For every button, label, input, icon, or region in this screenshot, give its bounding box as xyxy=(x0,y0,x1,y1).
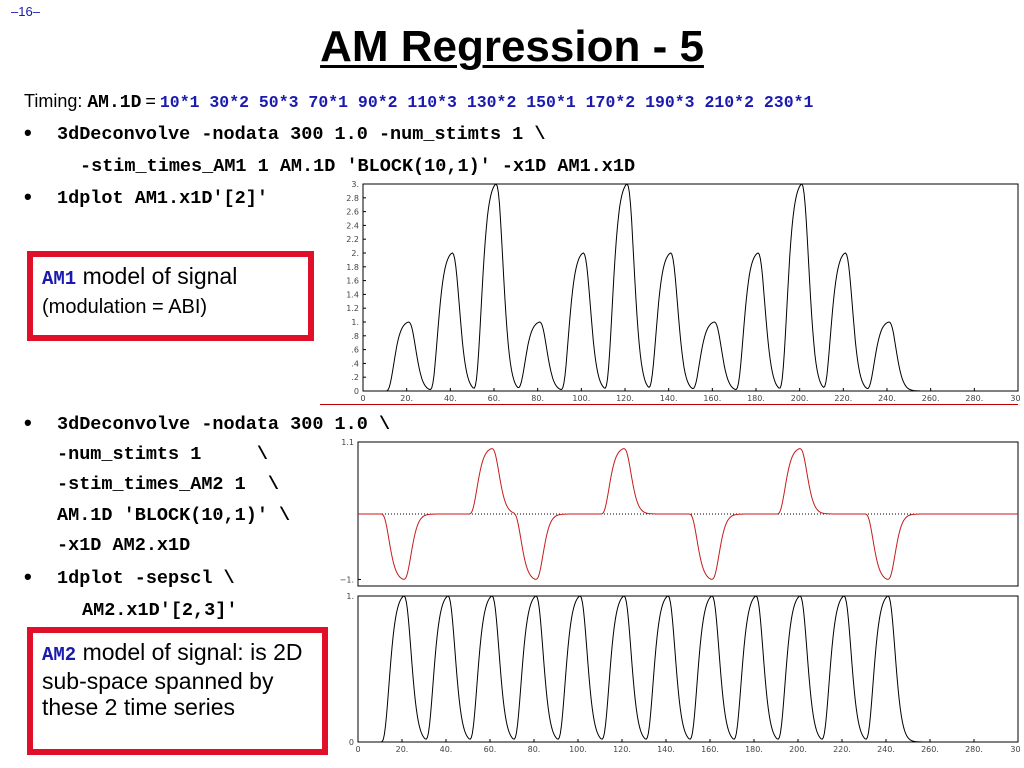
bullet-dot: • xyxy=(24,120,32,145)
am2-baseline-plot: 1. 00 20. 40. 60. 80. 100. 120. 140. 160. 180. 200.… xyxy=(346,592,1020,754)
x-tick-label: 160. xyxy=(703,394,721,403)
cmd4-line1: 1dplot -sepscl \ xyxy=(57,568,235,589)
y-tick-label: .8 xyxy=(351,332,359,341)
timing-label: Timing: xyxy=(24,91,83,111)
am1-series-line xyxy=(363,183,1018,392)
x-tick-label: 180. xyxy=(745,745,763,754)
x-tick-label: 280. xyxy=(965,745,983,754)
y-tick-label: 2.8 xyxy=(346,194,359,203)
x-tick-label: 140. xyxy=(660,394,678,403)
x-tick-label: 40. xyxy=(444,394,457,403)
x-tick-label: 120. xyxy=(613,745,631,754)
plot-frame xyxy=(362,183,1019,392)
x-tick-label: 60. xyxy=(484,745,497,754)
y-tick-label: 2.4 xyxy=(346,221,359,230)
cmd3-line4: AM.1D 'BLOCK(10,1)' \ xyxy=(57,505,291,526)
x-tick-label: 100. xyxy=(572,394,590,403)
x-tick-label: 300 xyxy=(1010,745,1020,754)
x-tick-label: 260. xyxy=(921,745,939,754)
y-tick-label: −1. xyxy=(340,575,354,584)
cmd3-line3: -stim_times_AM2 1 \ xyxy=(57,474,280,495)
y-tick-label: 2. xyxy=(351,249,359,258)
x-tick-label: 200. xyxy=(789,745,807,754)
am1-callout: AM1 model of signal (modulation = ABI) xyxy=(27,251,314,341)
y-tick-label: .6 xyxy=(351,346,359,355)
y-tick-label: 1.6 xyxy=(346,277,359,286)
x-tick-label: 0 xyxy=(355,745,360,754)
am1-regressor-plot: 0 .2 .4 .6 .8 1. 1.2 1.4 1.6 1.8 2. 2.2 2.4 2.6 2.8 3. 0… xyxy=(346,180,1020,403)
x-tick-label: 140. xyxy=(657,745,675,754)
x-tick-label: 280. xyxy=(965,394,983,403)
am2-keyword: AM2 xyxy=(42,644,77,666)
am1-keyword: AM1 xyxy=(42,268,77,290)
cmd1-line1: 3dDeconvolve -nodata 300 1.0 -num_stimts… xyxy=(57,124,546,145)
cmd3-line2: -num_stimts 1 \ xyxy=(57,444,268,465)
y-tick-label: 1.2 xyxy=(346,304,359,313)
y-tick-label: 1. xyxy=(346,592,354,601)
section-divider xyxy=(320,404,1018,405)
cmd3-line1: 3dDeconvolve -nodata 300 1.0 \ xyxy=(57,414,391,435)
x-tick-label: 80. xyxy=(528,745,541,754)
y-tick-label: 3. xyxy=(351,180,359,189)
x-tick-label: 160. xyxy=(701,745,719,754)
x-tick-label: 240. xyxy=(878,394,896,403)
am2-modulated-plot: 1.1 −1. xyxy=(340,438,1019,587)
am2-baseline-series-line xyxy=(358,595,1018,743)
x-tick-label: 240. xyxy=(877,745,895,754)
x-tick-label: 200. xyxy=(791,394,809,403)
am2-callout: AM2 model of signal: is 2D sub-space spa… xyxy=(27,627,328,755)
y-tick-label: .4 xyxy=(351,359,359,368)
x-tick-label: 60. xyxy=(488,394,501,403)
y-tick-label: 2.6 xyxy=(346,208,359,217)
y-tick-label: 1.4 xyxy=(346,290,359,299)
x-tick-label: 120. xyxy=(616,394,634,403)
am1-subtext: (modulation = ABI) xyxy=(42,296,208,318)
timing-values: 10*1 30*2 50*3 70*1 90*2 110*3 130*2 150… xyxy=(159,93,814,112)
y-tick-label: 0 xyxy=(354,387,359,396)
y-tick-label: .2 xyxy=(351,373,359,382)
bullet-dot: • xyxy=(24,564,32,589)
cmd4-line2: AM2.x1D'[2,3]' xyxy=(82,600,238,621)
cmd1-line2: -stim_times_AM1 1 AM.1D 'BLOCK(10,1)' -x… xyxy=(80,156,636,177)
x-tick-label: 300 xyxy=(1010,394,1020,403)
y-tick-label: 1. xyxy=(351,318,359,327)
bullet-dot: • xyxy=(24,410,32,435)
y-tick-label: 1.8 xyxy=(346,263,359,272)
x-tick-label: 20. xyxy=(396,745,409,754)
bullet-dot: • xyxy=(24,184,32,209)
y-tick-label: 1.1 xyxy=(341,438,354,447)
slide-title: AM Regression - 5 xyxy=(320,22,704,71)
x-tick-label: 260. xyxy=(922,394,940,403)
am2-text: model of signal: is 2D sub-space spanned… xyxy=(42,639,303,720)
x-tick-label: 0 xyxy=(360,394,365,403)
timing-line: Timing: AM.1D = 10*1 30*2 50*3 70*1 90*2 1… xyxy=(24,91,813,113)
x-tick-label: 220. xyxy=(833,745,851,754)
x-tick-label: 20. xyxy=(400,394,413,403)
x-tick-label: 80. xyxy=(531,394,544,403)
cmd3-line5: -x1D AM2.x1D xyxy=(57,535,191,556)
y-tick-label: 2.2 xyxy=(346,235,359,244)
timing-equals: = xyxy=(145,91,156,111)
x-tick-label: 180. xyxy=(747,394,765,403)
slide-number: –16– xyxy=(11,4,40,19)
x-tick-label: 40. xyxy=(440,745,453,754)
plot-frame xyxy=(357,595,1019,743)
am2-modulated-series-line xyxy=(358,448,1018,580)
x-tick-label: 220. xyxy=(834,394,852,403)
timing-file: AM.1D xyxy=(87,93,142,113)
am1-text: model of signal xyxy=(76,263,238,289)
cmd2-line: 1dplot AM1.x1D'[2]' xyxy=(57,188,268,209)
y-tick-label: 0 xyxy=(349,738,354,747)
x-tick-label: 100. xyxy=(569,745,587,754)
